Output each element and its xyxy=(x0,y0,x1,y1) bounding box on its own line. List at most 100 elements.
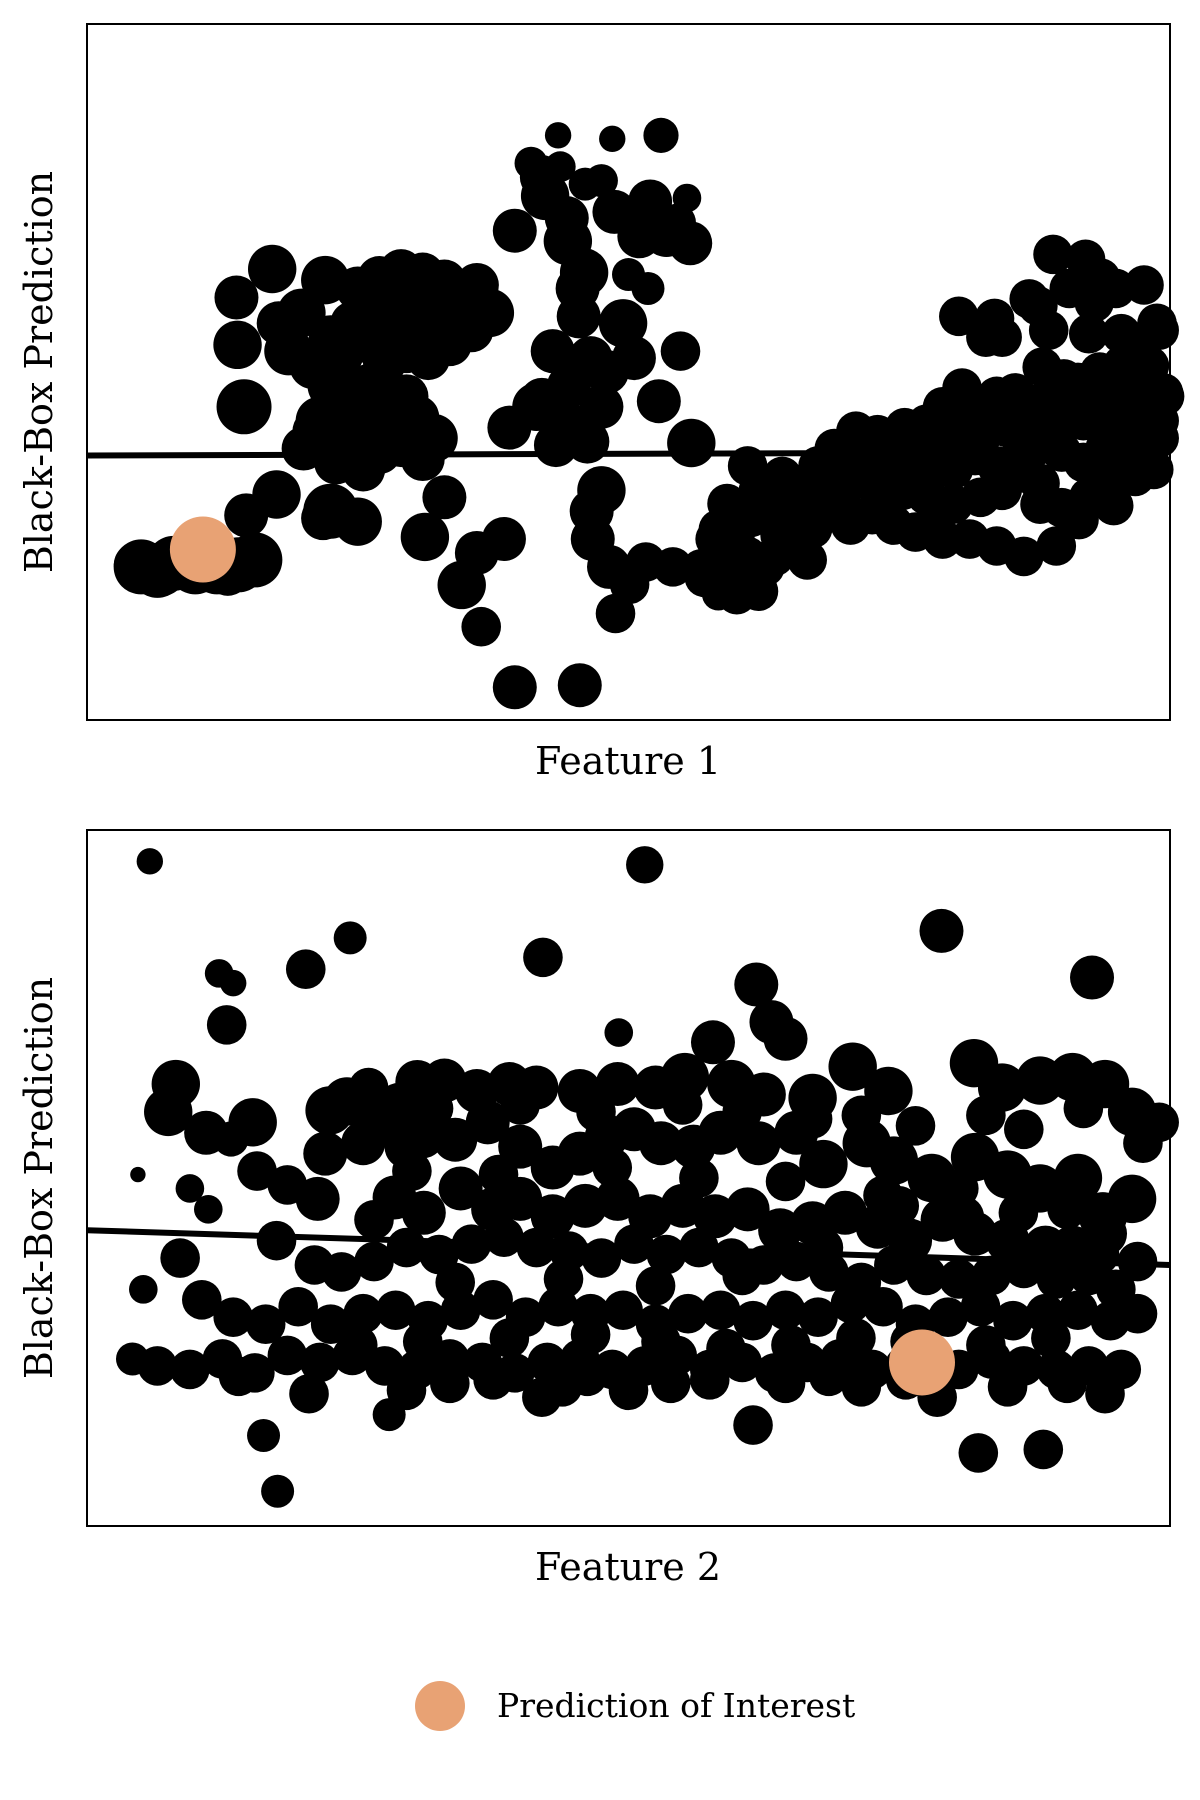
data-point xyxy=(595,1176,640,1221)
data-point xyxy=(220,969,247,997)
data-point xyxy=(928,1297,968,1337)
data-point xyxy=(130,1166,146,1183)
data-point xyxy=(1031,414,1071,455)
data-point xyxy=(402,1321,443,1362)
legend-swatch xyxy=(415,1681,465,1731)
data-point xyxy=(604,1018,634,1047)
data-point xyxy=(337,1325,378,1365)
data-point xyxy=(1047,1363,1087,1404)
data-point xyxy=(300,1342,340,1383)
data-point xyxy=(430,1363,470,1404)
data-point xyxy=(218,1356,259,1397)
data-point xyxy=(401,1190,446,1235)
data-point xyxy=(465,1100,510,1145)
data-point xyxy=(333,921,367,955)
data-point xyxy=(461,606,502,647)
y-axis-label-feature-2: Black-Box Prediction xyxy=(17,977,61,1379)
data-point xyxy=(136,848,164,875)
data-point xyxy=(765,1161,806,1202)
data-point xyxy=(1058,1290,1098,1331)
data-point xyxy=(285,949,326,989)
data-point xyxy=(863,1286,903,1327)
data-point xyxy=(193,1195,223,1224)
data-point xyxy=(830,1283,871,1324)
trend-line-feature-1 xyxy=(86,449,1171,459)
data-point xyxy=(144,1087,193,1137)
data-point xyxy=(1079,1234,1120,1275)
data-point xyxy=(974,298,1015,339)
data-point xyxy=(348,1067,389,1108)
data-point xyxy=(500,1085,540,1125)
plot-frame-feature-2 xyxy=(86,829,1171,1527)
data-point xyxy=(841,1095,882,1136)
data-point xyxy=(646,1234,687,1275)
scatter-points-feature-2 xyxy=(115,846,1179,1508)
data-point xyxy=(744,494,784,535)
data-point xyxy=(955,407,995,448)
data-point xyxy=(384,374,429,419)
panel-feature-1: Feature 1 Black-Box Prediction xyxy=(17,23,1185,783)
data-point xyxy=(544,151,576,183)
data-point xyxy=(519,377,564,422)
data-point xyxy=(245,1304,286,1344)
data-point xyxy=(722,1092,763,1132)
data-point xyxy=(841,1367,882,1407)
data-point xyxy=(520,171,570,221)
data-point xyxy=(660,331,701,371)
data-point xyxy=(638,1121,683,1166)
data-point xyxy=(658,203,696,242)
data-point xyxy=(579,384,624,429)
data-point xyxy=(828,1042,877,1091)
data-point xyxy=(544,122,572,149)
data-point xyxy=(733,1300,773,1341)
data-point xyxy=(484,1217,524,1257)
data-point xyxy=(267,1335,308,1376)
data-point xyxy=(1124,265,1164,305)
data-point xyxy=(557,663,602,708)
data-point xyxy=(310,1304,351,1344)
data-point xyxy=(341,447,386,492)
data-point xyxy=(252,470,301,519)
data-point xyxy=(555,266,600,311)
data-point xyxy=(836,1318,876,1358)
data-point xyxy=(213,1121,249,1157)
data-point xyxy=(690,1020,735,1065)
data-point xyxy=(1018,286,1058,326)
data-point xyxy=(1107,1174,1157,1224)
data-point xyxy=(626,542,666,582)
data-point xyxy=(611,336,656,381)
data-point xyxy=(303,1131,348,1176)
data-point xyxy=(256,1220,297,1261)
data-point xyxy=(895,1106,936,1146)
data-point xyxy=(733,1405,773,1445)
data-point xyxy=(998,1193,1039,1233)
data-point xyxy=(689,1360,730,1400)
data-point xyxy=(1070,955,1115,1000)
data-point xyxy=(577,466,626,515)
data-point xyxy=(960,477,1001,518)
data-point xyxy=(489,1318,530,1358)
data-point xyxy=(911,449,952,490)
data-point xyxy=(492,665,537,710)
data-point xyxy=(333,497,382,546)
panel-feature-2: Feature 2 Black-Box Prediction xyxy=(17,829,1179,1589)
data-point xyxy=(608,1370,649,1411)
data-point xyxy=(792,1099,833,1139)
data-point xyxy=(435,1262,476,1303)
data-point xyxy=(1033,234,1073,275)
data-point xyxy=(869,1136,919,1185)
data-point xyxy=(137,1346,178,1386)
data-point xyxy=(798,1297,838,1337)
data-point xyxy=(278,1286,318,1327)
data-point xyxy=(592,1147,633,1188)
data-point xyxy=(825,491,865,531)
data-point xyxy=(765,1290,806,1331)
data-point xyxy=(787,540,827,580)
data-point xyxy=(595,1062,640,1107)
data-point xyxy=(1047,1189,1087,1230)
data-point xyxy=(603,1290,643,1331)
data-point xyxy=(478,1154,519,1195)
data-point xyxy=(267,1165,308,1205)
data-point xyxy=(706,1328,746,1369)
data-point xyxy=(422,475,467,520)
